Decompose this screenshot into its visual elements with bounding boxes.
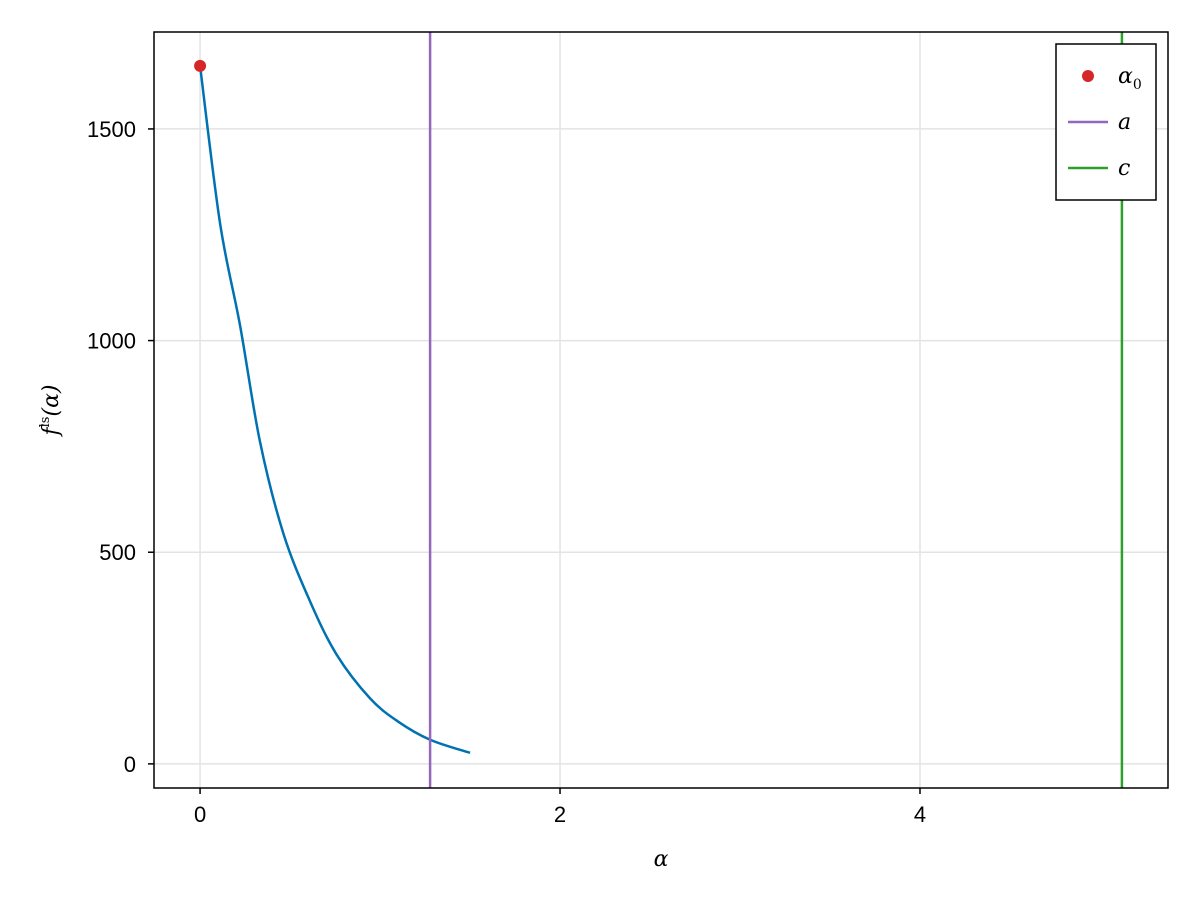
plot-area [194, 32, 1124, 788]
y-axis-label: fls(α) [38, 384, 64, 437]
svg-text:fls(α): fls(α) [38, 384, 64, 437]
y-label-arg: (α) [39, 384, 64, 416]
grid [154, 32, 1168, 788]
y-tick-label: 0 [124, 752, 136, 777]
y-tick-label: 1500 [87, 117, 136, 142]
ticks: 0 2 4 0 500 1000 1500 [87, 117, 926, 827]
x-axis-label: α [654, 847, 669, 872]
legend-label-text: c [1118, 156, 1130, 181]
x-tick-label: 0 [194, 802, 206, 827]
legend-label: α0 [1118, 64, 1142, 93]
legend-label: a [1118, 110, 1131, 135]
legend-label-text: a [1118, 110, 1131, 135]
x-tick-label: 4 [914, 802, 926, 827]
legend-label-text: α [1118, 64, 1133, 89]
legend: α0 ac [1055, 43, 1157, 201]
axes-frame [153, 31, 1169, 789]
y-tick-label: 1000 [87, 329, 136, 354]
marker-alpha0 [194, 59, 207, 72]
x-tick-label: 2 [554, 802, 566, 827]
legend-marker-point [1082, 70, 1094, 82]
y-label-sup: ls [38, 417, 53, 428]
y-tick-label: 500 [99, 540, 136, 565]
legend-label: c [1118, 156, 1130, 181]
series-line [198, 65, 471, 755]
legend-label-sub: 0 [1133, 77, 1142, 93]
